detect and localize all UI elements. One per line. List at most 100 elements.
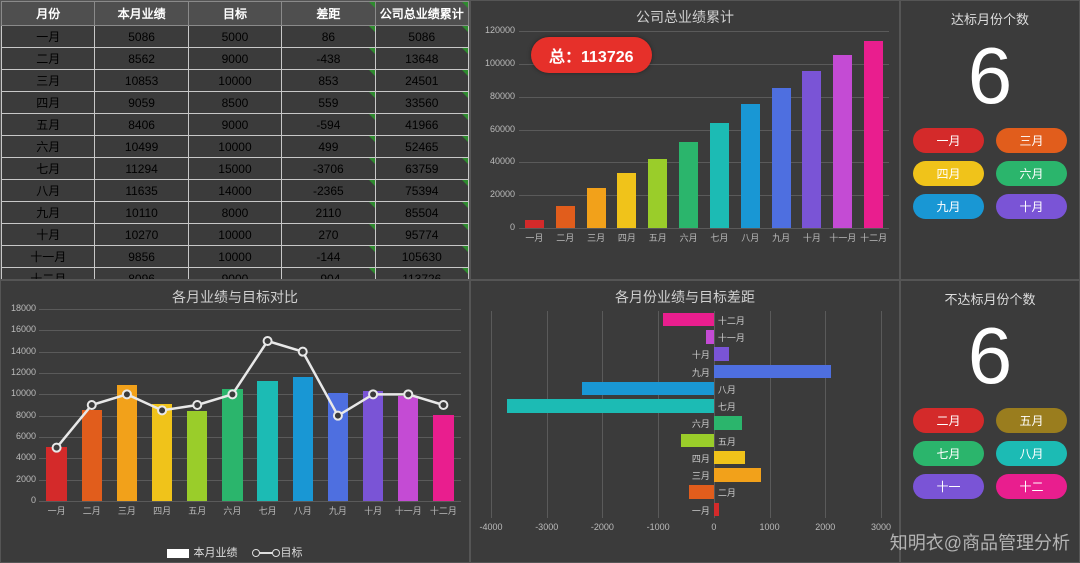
table-cell: 10000 [188,224,281,246]
month-pill: 四月 [913,161,984,186]
table-header: 目标 [188,2,281,26]
month-pill: 一月 [913,128,984,153]
table-cell: 10853 [95,70,188,92]
table-cell: 三月 [2,70,95,92]
hit-value: 6 [968,36,1013,116]
table-cell: 9000 [188,268,281,281]
table-row: 五月84069000-59441966 [2,114,469,136]
table-cell: -3706 [282,158,375,180]
hbar [714,503,719,516]
table-cell: 5086 [95,26,188,48]
table-row: 九月101108000211085504 [2,202,469,224]
table-cell: 9000 [188,48,281,70]
hbar-label: 八月 [718,383,736,396]
hbar-label: 九月 [692,366,710,379]
bar [525,220,544,228]
table-cell: 41966 [375,114,468,136]
table-cell: 十月 [2,224,95,246]
table-row: 十二月80969000-904113726 [2,268,469,281]
table-cell: 85504 [375,202,468,224]
table-cell: 559 [282,92,375,114]
table-cell: 10000 [188,246,281,268]
legend-swatch-actual [167,549,189,558]
hit-stat-panel: 达标月份个数 6 一月三月四月六月九月十月 [900,0,1080,280]
table-cell: -144 [282,246,375,268]
table-cell: 十二月 [2,268,95,281]
table-row: 一月50865000865086 [2,26,469,48]
hbar-label: 六月 [692,417,710,430]
table-cell: -438 [282,48,375,70]
table-cell: 853 [282,70,375,92]
month-pill: 十二 [996,474,1067,499]
month-pill: 二月 [913,408,984,433]
data-table: 月份本月业绩目标差距公司总业绩累计 一月50865000865086二月8562… [0,0,470,280]
month-pill: 五月 [996,408,1067,433]
table-cell: 15000 [188,158,281,180]
legend-line-target [255,552,277,554]
total-badge: 总：113726 [531,37,652,73]
performance-table: 月份本月业绩目标差距公司总业绩累计 一月50865000865086二月8562… [1,1,469,280]
month-pill: 七月 [913,441,984,466]
month-pill: 十月 [996,194,1067,219]
hit-title: 达标月份个数 [951,9,1029,28]
miss-stat-panel: 不达标月份个数 6 二月五月七月八月十一十二 [900,280,1080,563]
table-cell: 11635 [95,180,188,202]
cumulative-chart: 公司总业绩累计 总：113726 02000040000600008000010… [470,0,900,280]
table-cell: 8096 [95,268,188,281]
table-row: 十一月985610000-144105630 [2,246,469,268]
table-row: 三月108531000085324501 [2,70,469,92]
hbar [714,451,745,464]
table-cell: 14000 [188,180,281,202]
table-cell: 九月 [2,202,95,224]
hbar [582,382,714,395]
bar [772,88,791,228]
compare-title: 各月业绩与目标对比 [1,281,469,309]
bar [556,206,575,228]
cumulative-title: 公司总业绩累计 [471,1,899,29]
table-cell: 10000 [188,70,281,92]
table-cell: -2365 [282,180,375,202]
table-cell: 8500 [188,92,281,114]
table-cell: 8406 [95,114,188,136]
hbar [689,485,713,498]
total-label: 总： [549,49,581,66]
table-cell: -594 [282,114,375,136]
bar [741,104,760,228]
compare-plot: 0200040006000800010000120001400016000180… [39,309,461,519]
gap-chart: 各月份业绩与目标差距 -4000-3000-2000-1000010002000… [470,280,900,563]
hbar [663,313,713,326]
hbar [706,330,714,343]
table-row: 六月104991000049952465 [2,136,469,158]
table-header: 本月业绩 [95,2,188,26]
table-cell: 10000 [188,136,281,158]
legend-target: 目标 [281,547,303,559]
table-header: 月份 [2,2,95,26]
table-cell: 8562 [95,48,188,70]
bar [648,159,667,228]
month-pill: 八月 [996,441,1067,466]
legend-actual: 本月业绩 [193,547,237,559]
table-cell: 5000 [188,26,281,48]
hbar-label: 二月 [718,486,736,499]
table-cell: 十一月 [2,246,95,268]
table-cell: 四月 [2,92,95,114]
table-cell: 13648 [375,48,468,70]
total-value: 113726 [581,49,634,66]
table-cell: 10110 [95,202,188,224]
hbar [507,399,713,412]
table-cell: 11294 [95,158,188,180]
table-cell: 5086 [375,26,468,48]
table-cell: 105630 [375,246,468,268]
table-cell: 一月 [2,26,95,48]
table-cell: 24501 [375,70,468,92]
table-row: 十月102701000027095774 [2,224,469,246]
bar [710,123,729,228]
table-cell: 10270 [95,224,188,246]
hit-pills: 一月三月四月六月九月十月 [901,128,1079,219]
table-cell: 9059 [95,92,188,114]
table-cell: 五月 [2,114,95,136]
table-row: 二月85629000-43813648 [2,48,469,70]
hbar [714,365,832,378]
bar [833,55,852,228]
table-cell: 52465 [375,136,468,158]
